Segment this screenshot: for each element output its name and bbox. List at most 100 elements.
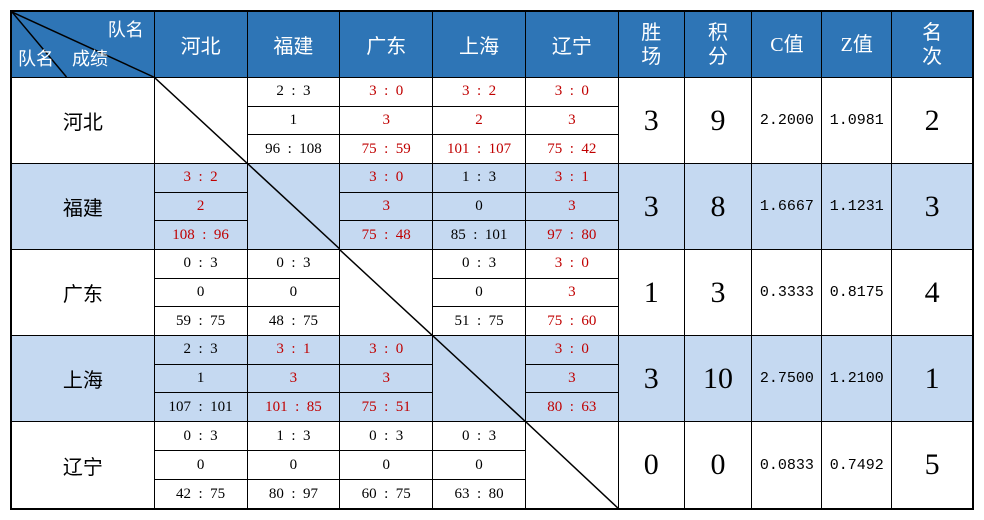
match-cell: 0 : 3051 : 75 xyxy=(433,250,526,336)
table-row: 广东0 : 3059 : 750 : 3048 : 750 : 3051 : 7… xyxy=(12,250,972,336)
z-value-cell: 1.1231 xyxy=(822,164,892,250)
rank-cell: 2 xyxy=(892,78,972,164)
c-value-cell: 2.7500 xyxy=(752,336,822,422)
match-points: 3 xyxy=(526,365,618,394)
wins-cell: 3 xyxy=(619,336,685,422)
diagonal-cell xyxy=(526,422,619,508)
rank-cell: 4 xyxy=(892,250,972,336)
wins-cell: 3 xyxy=(619,164,685,250)
set-score: 1 : 3 xyxy=(248,422,340,451)
col-header-team-2: 广东 xyxy=(340,12,433,78)
match-cell: 2 : 3196 : 108 xyxy=(248,78,341,164)
rank-cell: 3 xyxy=(892,164,972,250)
match-points: 2 xyxy=(155,193,247,222)
match-points: 3 xyxy=(340,193,432,222)
match-points: 0 xyxy=(248,451,340,480)
match-cell: 3 : 13101 : 85 xyxy=(248,336,341,422)
table-row: 河北2 : 3196 : 1083 : 0375 : 593 : 22101 :… xyxy=(12,78,972,164)
col-header-c: C值 xyxy=(752,12,822,78)
set-score: 0 : 3 xyxy=(248,250,340,279)
set-score: 3 : 1 xyxy=(526,164,618,193)
wins-cell: 1 xyxy=(619,250,685,336)
point-score: 42 : 75 xyxy=(155,480,247,508)
point-score: 60 : 75 xyxy=(340,480,432,508)
match-cell: 1 : 3085 : 101 xyxy=(433,164,526,250)
set-score: 0 : 3 xyxy=(433,250,525,279)
col-header-wins: 胜场 xyxy=(619,12,685,78)
col-header-team-3: 上海 xyxy=(433,12,526,78)
corner-cell: 队名 队名 成绩 xyxy=(12,12,155,78)
match-points: 3 xyxy=(340,107,432,136)
match-points: 1 xyxy=(155,365,247,394)
table-row: 福建3 : 22108 : 96 3 : 0375 : 481 : 3085 : … xyxy=(12,164,972,250)
match-cell: 3 : 0375 : 48 xyxy=(340,164,433,250)
row-label: 福建 xyxy=(12,164,155,250)
rank-cell: 5 xyxy=(892,422,972,508)
row-label: 广东 xyxy=(12,250,155,336)
match-points: 0 xyxy=(433,451,525,480)
results-table: 队名 队名 成绩 河北 福建 广东 上海 辽宁 胜场 积分 C值 Z值 名次 河… xyxy=(10,10,974,510)
match-cell: 3 : 0375 : 60 xyxy=(526,250,619,336)
point-score: 63 : 80 xyxy=(433,480,525,508)
match-points: 0 xyxy=(248,279,340,308)
set-score: 0 : 3 xyxy=(340,422,432,451)
match-points: 0 xyxy=(340,451,432,480)
points-cell: 9 xyxy=(685,78,753,164)
col-header-rank: 名次 xyxy=(892,12,972,78)
match-cell: 0 : 3042 : 75 xyxy=(155,422,248,508)
header-row: 队名 队名 成绩 河北 福建 广东 上海 辽宁 胜场 积分 C值 Z值 名次 xyxy=(12,12,972,78)
point-score: 96 : 108 xyxy=(248,135,340,163)
match-points: 3 xyxy=(526,279,618,308)
point-score: 75 : 59 xyxy=(340,135,432,163)
set-score: 3 : 0 xyxy=(340,336,432,365)
match-cell: 0 : 3059 : 75 xyxy=(155,250,248,336)
point-score: 48 : 75 xyxy=(248,307,340,335)
set-score: 0 : 3 xyxy=(433,422,525,451)
match-cell: 1 : 3080 : 97 xyxy=(248,422,341,508)
row-label: 河北 xyxy=(12,78,155,164)
set-score: 2 : 3 xyxy=(248,78,340,107)
col-header-points: 积分 xyxy=(685,12,753,78)
corner-top-label: 队名 xyxy=(108,16,144,42)
c-value-cell: 1.6667 xyxy=(752,164,822,250)
c-value-cell: 2.2000 xyxy=(752,78,822,164)
points-cell: 0 xyxy=(685,422,753,508)
set-score: 3 : 0 xyxy=(340,78,432,107)
match-cell: 3 : 1397 : 80 xyxy=(526,164,619,250)
match-cell: 3 : 22101 : 107 xyxy=(433,78,526,164)
col-header-z: Z值 xyxy=(822,12,892,78)
set-score: 1 : 3 xyxy=(433,164,525,193)
match-cell: 3 : 0375 : 59 xyxy=(340,78,433,164)
z-value-cell: 1.0981 xyxy=(822,78,892,164)
set-score: 3 : 0 xyxy=(526,336,618,365)
point-score: 59 : 75 xyxy=(155,307,247,335)
row-label: 上海 xyxy=(12,336,155,422)
match-points: 0 xyxy=(433,279,525,308)
point-score: 101 : 107 xyxy=(433,135,525,163)
point-score: 97 : 80 xyxy=(526,221,618,249)
rank-cell: 1 xyxy=(892,336,972,422)
match-points: 1 xyxy=(248,107,340,136)
c-value-cell: 0.3333 xyxy=(752,250,822,336)
match-cell: 3 : 0380 : 63 xyxy=(526,336,619,422)
z-value-cell: 0.8175 xyxy=(822,250,892,336)
point-score: 75 : 42 xyxy=(526,135,618,163)
point-score: 85 : 101 xyxy=(433,221,525,249)
point-score: 75 : 60 xyxy=(526,307,618,335)
points-cell: 3 xyxy=(685,250,753,336)
match-points: 2 xyxy=(433,107,525,136)
diagonal-cell xyxy=(433,336,526,422)
set-score: 3 : 2 xyxy=(433,78,525,107)
table-row: 辽宁0 : 3042 : 751 : 3080 : 970 : 3060 : 7… xyxy=(12,422,972,508)
match-cell: 3 : 0375 : 42 xyxy=(526,78,619,164)
match-points: 0 xyxy=(155,451,247,480)
match-points: 3 xyxy=(248,365,340,394)
c-value-cell: 0.0833 xyxy=(752,422,822,508)
match-points: 3 xyxy=(340,365,432,394)
z-value-cell: 1.2100 xyxy=(822,336,892,422)
point-score: 107 : 101 xyxy=(155,393,247,421)
match-points: 0 xyxy=(433,193,525,222)
corner-left-label: 队名 xyxy=(18,45,54,71)
diagonal-cell xyxy=(248,164,341,250)
match-cell: 3 : 22108 : 96 xyxy=(155,164,248,250)
